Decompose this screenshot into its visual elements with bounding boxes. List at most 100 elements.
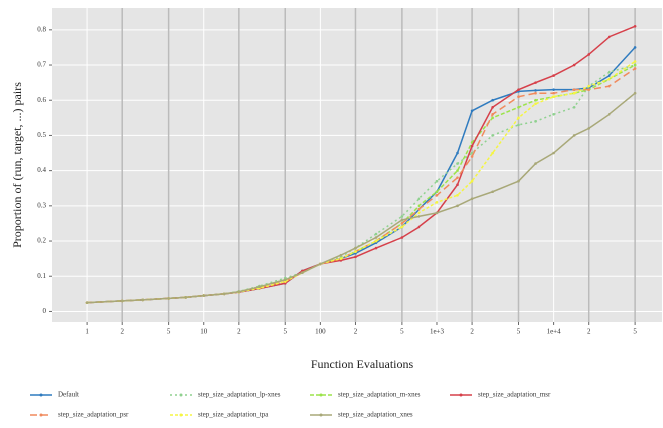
point: [534, 162, 537, 165]
legend-label: step_size_adaptation_lp-xnes: [198, 391, 281, 399]
legend-marker: [39, 393, 43, 397]
point: [517, 123, 520, 127]
point: [435, 193, 439, 197]
point: [517, 116, 520, 120]
point: [237, 290, 241, 294]
point: [456, 162, 459, 165]
legend-label: step_size_adaptation_xnes: [338, 411, 413, 419]
point: [491, 116, 494, 120]
y-tick-label: 0: [43, 307, 47, 315]
point: [339, 253, 343, 257]
y-tick-label: 0.3: [37, 201, 46, 209]
point: [607, 74, 611, 77]
legend-marker: [179, 413, 183, 417]
point: [435, 179, 439, 183]
point: [456, 176, 459, 179]
point: [85, 301, 89, 304]
point: [572, 63, 576, 67]
legend-marker: [319, 393, 323, 397]
point: [167, 297, 170, 300]
y-tick-label: 0.8: [37, 25, 46, 33]
y-axis-title: Proportion of (run, target, ...) pairs: [10, 82, 24, 248]
y-tick-label: 0.7: [37, 61, 46, 69]
legend-label: step_size_adaptation_psr: [58, 411, 129, 419]
legend-label: step_size_adaptation_m-xnes: [338, 391, 421, 399]
x-tick-label: 5: [400, 328, 404, 336]
point: [120, 299, 124, 303]
point: [491, 151, 494, 155]
point: [572, 91, 576, 95]
x-tick-label: 5: [517, 328, 521, 336]
point: [470, 155, 474, 158]
x-tick-label: 2: [237, 328, 241, 336]
point: [534, 102, 537, 106]
point: [607, 77, 611, 81]
point: [517, 95, 520, 99]
point: [470, 197, 474, 201]
point: [417, 208, 421, 211]
point: [587, 88, 591, 91]
point: [374, 232, 378, 236]
y-tick-label: 0.6: [37, 96, 46, 104]
point: [552, 151, 555, 155]
point: [470, 179, 474, 183]
point: [258, 285, 261, 289]
point: [456, 151, 459, 155]
point: [374, 239, 378, 243]
point: [587, 127, 591, 130]
x-tick-label: 10: [200, 328, 208, 336]
point: [184, 296, 187, 299]
point: [400, 236, 404, 239]
x-tick-label: 2: [120, 328, 124, 336]
point: [300, 271, 304, 275]
y-tick-label: 0.4: [37, 166, 46, 174]
point: [435, 211, 439, 215]
point: [607, 84, 611, 88]
y-tick-label: 0.1: [37, 272, 46, 280]
point: [435, 190, 439, 194]
point: [470, 109, 474, 113]
point: [202, 294, 206, 297]
x-tick-label: 1e+3: [430, 328, 445, 336]
legend-marker: [179, 393, 183, 397]
point: [374, 246, 378, 250]
point: [572, 134, 576, 137]
point: [517, 88, 520, 91]
point: [400, 218, 404, 222]
point: [456, 193, 459, 197]
point: [552, 95, 555, 99]
point: [417, 215, 421, 218]
point: [633, 63, 637, 67]
point: [552, 91, 555, 95]
point: [319, 262, 322, 266]
point: [587, 84, 591, 88]
legend-marker: [39, 413, 43, 417]
point: [456, 183, 459, 187]
x-tick-label: 2: [587, 328, 591, 336]
point: [491, 98, 494, 102]
x-tick-label: 5: [633, 328, 637, 336]
point: [491, 190, 494, 194]
series-line: [87, 64, 636, 304]
point: [141, 298, 145, 302]
point: [534, 89, 537, 92]
point: [572, 105, 576, 109]
point: [470, 144, 474, 148]
x-tick-label: 5: [167, 328, 171, 336]
legend-marker: [319, 413, 323, 417]
point: [534, 91, 537, 95]
point: [552, 88, 555, 91]
point: [491, 134, 494, 137]
point: [491, 105, 494, 109]
point: [283, 278, 287, 282]
point: [607, 70, 611, 74]
point: [534, 81, 537, 84]
point: [222, 292, 226, 296]
point: [491, 113, 494, 116]
legend-label: step_size_adaptation_tpa: [198, 411, 269, 419]
point: [417, 211, 421, 215]
point: [339, 257, 343, 260]
point: [354, 250, 357, 253]
point: [552, 113, 555, 116]
